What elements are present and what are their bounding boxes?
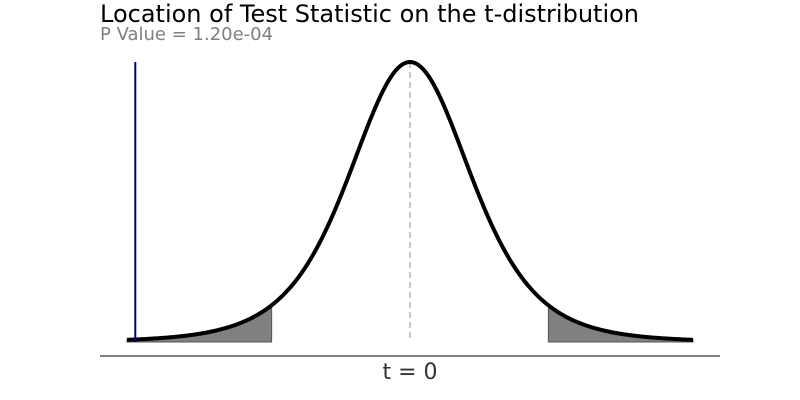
x-tick-labels: t = 0 (382, 360, 437, 385)
x-tick-label: t = 0 (382, 360, 437, 385)
t-distribution-curve (126, 60, 694, 342)
chart-title: Location of Test Statistic on the t-dist… (100, 0, 640, 28)
left-tail-area (126, 304, 273, 343)
right-tail-area (547, 304, 694, 343)
p-value-subtitle: P Value = 1.20e-04 (100, 24, 274, 45)
